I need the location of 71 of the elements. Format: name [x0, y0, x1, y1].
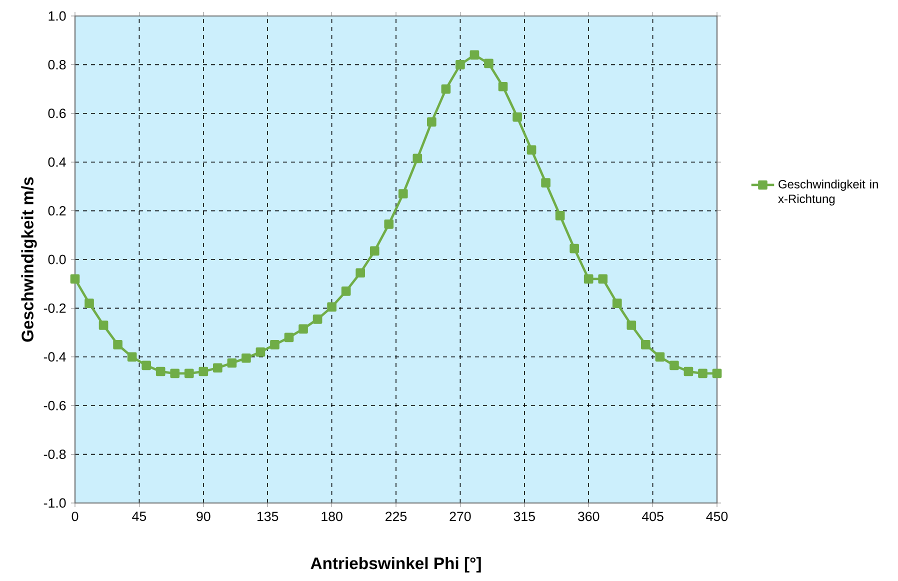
- point: [570, 244, 580, 254]
- legend-label: Geschwindigkeit in x-Richtung: [778, 180, 878, 206]
- point: [598, 274, 608, 284]
- point: [198, 366, 208, 376]
- point: [227, 358, 237, 368]
- point: [526, 145, 536, 155]
- x-tick-label: 180: [322, 512, 342, 522]
- point: [70, 274, 80, 284]
- y-tick-label: -1.0: [44, 498, 66, 508]
- point: [441, 84, 451, 94]
- x-tick-label: 135: [258, 512, 278, 522]
- point: [712, 368, 722, 378]
- x-tick-label: 45: [132, 512, 146, 522]
- x-axis-title: Antriebswinkel Phi [°]: [310, 556, 481, 572]
- point: [213, 363, 222, 373]
- x-tick-label: 0: [72, 512, 78, 522]
- point: [113, 340, 122, 350]
- y-tick-label: 0.2: [48, 206, 66, 216]
- point: [412, 154, 422, 164]
- point: [312, 314, 322, 324]
- point: [370, 246, 380, 256]
- point: [398, 189, 408, 198]
- x-tick-label: 225: [386, 512, 407, 522]
- point: [470, 50, 480, 60]
- point: [555, 211, 565, 220]
- point: [484, 58, 494, 68]
- point: [384, 220, 394, 229]
- point: [242, 353, 251, 363]
- point: [270, 340, 280, 350]
- point: [541, 178, 550, 188]
- point: [498, 82, 508, 92]
- y-tick-label: 0.8: [48, 60, 66, 70]
- point: [170, 368, 180, 378]
- point: [127, 352, 137, 362]
- x-tick-label: 90: [196, 512, 210, 522]
- y-tick-label: -0.6: [44, 400, 66, 410]
- x-tick-label: 360: [578, 512, 600, 522]
- point: [256, 347, 266, 357]
- point: [698, 368, 708, 378]
- point: [356, 268, 366, 278]
- x-tick-label: 405: [642, 512, 664, 522]
- y-tick-label: 0.6: [48, 108, 66, 118]
- point: [626, 320, 636, 330]
- point: [641, 340, 650, 350]
- y-axis-title: Geschwindigkeit m/s: [21, 177, 37, 342]
- point: [327, 302, 336, 312]
- point: [427, 117, 436, 127]
- y-tick-label: 1.0: [48, 11, 66, 21]
- y-tick-label: -0.8: [44, 450, 66, 460]
- point: [512, 112, 522, 122]
- point: [456, 60, 465, 70]
- point: [84, 298, 94, 308]
- point: [142, 360, 151, 370]
- point: [612, 298, 622, 308]
- point: [284, 332, 294, 342]
- point: [341, 286, 351, 296]
- point: [156, 366, 166, 376]
- y-tick-label: -0.4: [44, 352, 66, 362]
- point: [670, 360, 679, 370]
- point: [655, 352, 665, 362]
- x-tick-label: 270: [450, 512, 471, 522]
- x-tick-label: 315: [514, 512, 535, 522]
- point: [184, 368, 194, 378]
- x-tick-label: 450: [706, 512, 728, 522]
- y-tick-label: 0.4: [48, 157, 66, 167]
- y-tick-label: 0.0: [48, 254, 66, 264]
- point: [298, 324, 308, 334]
- y-tick-label: -0.2: [44, 303, 66, 313]
- point: [584, 274, 594, 284]
- point: [98, 320, 108, 330]
- point: [684, 366, 694, 376]
